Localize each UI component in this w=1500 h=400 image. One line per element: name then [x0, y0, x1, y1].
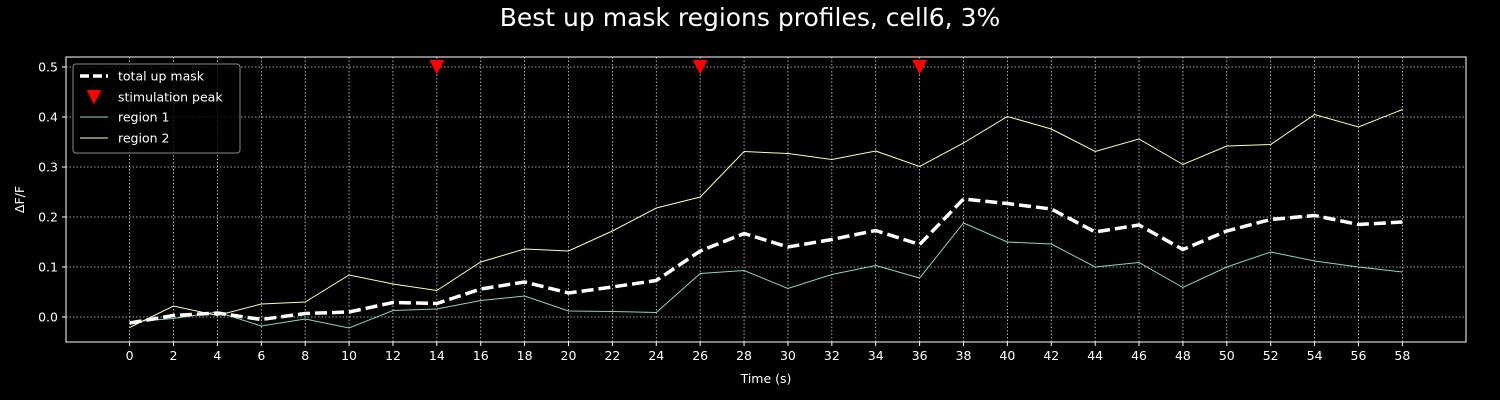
- y-axis-label: ΔF/F: [12, 186, 27, 213]
- x-tick-label: 56: [1351, 348, 1367, 363]
- y-tick-label: 0.2: [38, 210, 58, 225]
- x-tick-label: 48: [1175, 348, 1191, 363]
- y-tick-label: 0.3: [38, 160, 58, 175]
- x-tick-label: 46: [1131, 348, 1147, 363]
- stimulation-peak-marker: [692, 60, 708, 75]
- x-axis-ticks: 0 2 4 6 8 10 12 14 16 18 20 22 24 26 28 30 32 34 36 38 40 42 4…: [126, 342, 1410, 363]
- legend-label: total up mask: [118, 69, 205, 84]
- x-tick-label: 50: [1219, 348, 1235, 363]
- x-tick-label: 34: [868, 348, 884, 363]
- legend-swatch-stimulation: [86, 90, 102, 105]
- legend-label: region 1: [118, 110, 169, 125]
- legend-label: region 2: [118, 131, 169, 146]
- y-axis-ticks: 0.0 0.1 0.2 0.3 0.4 0.5: [38, 60, 66, 325]
- x-tick-label: 30: [780, 348, 796, 363]
- series-line-region-1: [129, 222, 1403, 329]
- legend: total up mask stimulation peak region 1 reg…: [72, 63, 241, 154]
- stimulation-peak-marker: [912, 60, 928, 75]
- x-tick-label: 18: [517, 348, 533, 363]
- grid: [66, 57, 1466, 342]
- x-tick-label: 22: [604, 348, 620, 363]
- x-tick-label: 54: [1307, 348, 1323, 363]
- legend-label: stimulation peak: [118, 90, 223, 105]
- x-tick-label: 4: [213, 348, 221, 363]
- x-tick-label: 28: [736, 348, 752, 363]
- y-tick-label: 0.5: [38, 60, 58, 75]
- x-tick-label: 10: [341, 348, 357, 363]
- plot-frame: [65, 56, 1467, 343]
- series-line-region-2: [129, 109, 1403, 328]
- series-layer: [129, 109, 1403, 329]
- y-tick-label: 0.4: [38, 110, 58, 125]
- y-tick-label: 0.0: [38, 310, 58, 325]
- x-tick-label: 58: [1394, 348, 1410, 363]
- x-tick-label: 26: [692, 348, 708, 363]
- x-tick-label: 52: [1263, 348, 1279, 363]
- x-tick-label: 24: [648, 348, 664, 363]
- x-tick-label: 40: [999, 348, 1015, 363]
- x-tick-label: 38: [956, 348, 972, 363]
- x-tick-label: 42: [1043, 348, 1059, 363]
- chart-title: Best up mask regions profiles, cell6, 3%: [499, 3, 1001, 32]
- x-tick-label: 36: [912, 348, 928, 363]
- x-tick-label: 12: [385, 348, 401, 363]
- legend-box: [72, 63, 241, 154]
- marker-layer: [429, 60, 928, 75]
- x-tick-label: 6: [257, 348, 265, 363]
- x-tick-label: 16: [473, 348, 489, 363]
- series-line-total-up-mask: [129, 197, 1403, 325]
- x-axis-label: Time (s): [740, 371, 792, 386]
- x-tick-label: 8: [301, 348, 309, 363]
- x-tick-label: 20: [561, 348, 577, 363]
- x-tick-label: 14: [429, 348, 445, 363]
- x-tick-label: 32: [824, 348, 840, 363]
- stimulation-peak-marker: [429, 60, 445, 75]
- x-tick-label: 44: [1087, 348, 1103, 363]
- x-tick-label: 0: [126, 348, 134, 363]
- x-tick-label: 2: [170, 348, 178, 363]
- y-tick-label: 0.1: [38, 260, 58, 275]
